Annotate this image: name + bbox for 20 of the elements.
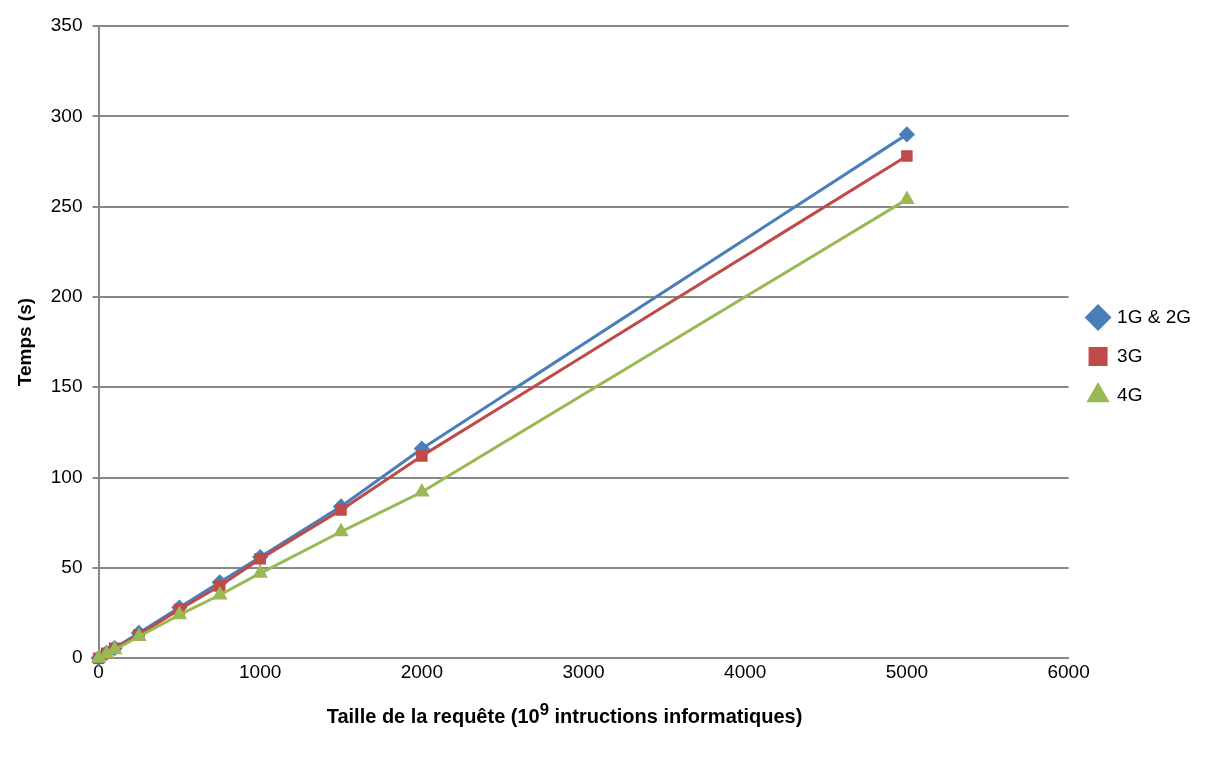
y-tick-label: 300 <box>50 104 83 126</box>
legend-label: 3G <box>1117 344 1143 366</box>
x-tick-label: 0 <box>93 660 104 682</box>
y-tick-label: 250 <box>50 194 83 216</box>
x-tick-label: 5000 <box>885 660 929 682</box>
y-tick-label: 350 <box>50 14 83 36</box>
legend-label: 1G & 2G <box>1117 305 1191 327</box>
y-tick-label: 50 <box>61 556 83 578</box>
y-tick-label: 150 <box>50 375 83 397</box>
x-tick-label: 3000 <box>562 660 605 682</box>
legend-label: 4G <box>1117 383 1143 405</box>
y-tick-label: 0 <box>71 646 83 668</box>
x-axis-title: Taille de la requête (10$^{9}$ intructions informatiques) <box>325 700 804 728</box>
x-tick-label: 6000 <box>1047 660 1090 682</box>
y-tick-label: 200 <box>50 285 83 307</box>
y-tick-label: 100 <box>50 465 83 487</box>
y-axis-title: Temps (s) <box>13 297 35 387</box>
x-tick-label: 1000 <box>239 660 282 682</box>
x-tick-label: 4000 <box>724 660 767 682</box>
x-tick-label: 2000 <box>400 660 443 682</box>
